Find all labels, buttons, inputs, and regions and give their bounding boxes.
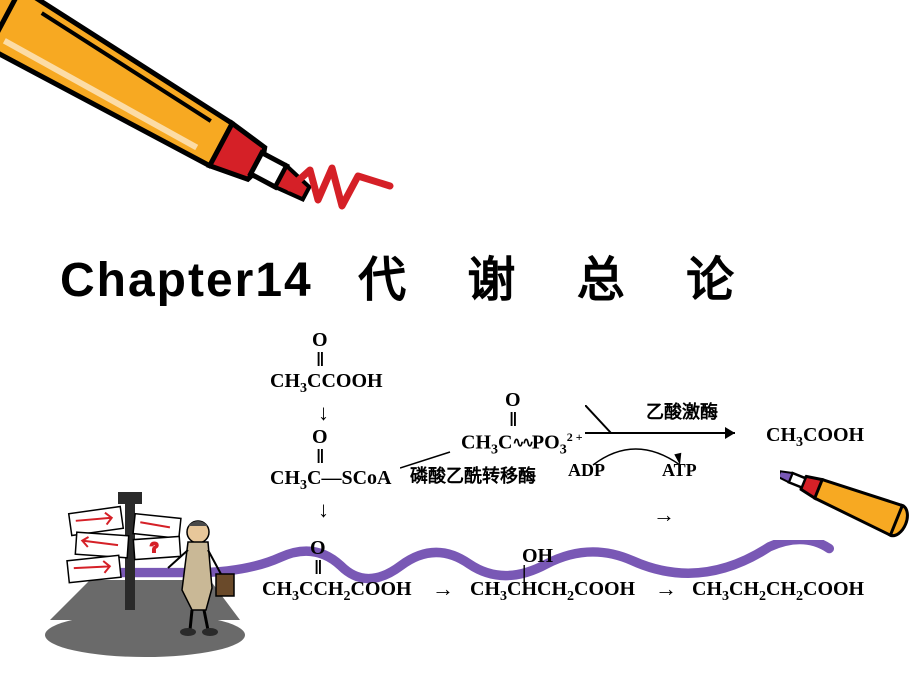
compound1-oxygen: O ‖ bbox=[312, 330, 328, 370]
big-marker-icon bbox=[0, 0, 400, 250]
compound4-oxygen: O ‖ bbox=[310, 538, 326, 578]
compound5: CH3CHCH2COOH bbox=[470, 578, 635, 605]
atp-label: ATP bbox=[662, 460, 697, 481]
compound1: CH3CCOOH bbox=[270, 370, 383, 397]
arrow-down-2: ↓ bbox=[318, 497, 329, 523]
compound3: CH3C∿∿PO32 + bbox=[461, 430, 583, 459]
product1: CH3COOH bbox=[766, 424, 864, 451]
adp-label: ADP bbox=[568, 460, 605, 481]
compound6: CH3CH2CH2COOH bbox=[692, 578, 864, 605]
compound2: CH3C—SCoA bbox=[270, 467, 391, 494]
small-marker-icon bbox=[780, 462, 920, 552]
signpost-person-icon: ? bbox=[40, 480, 260, 660]
enzyme2-arrow bbox=[400, 448, 460, 472]
title-chinese: 代 谢 总 论 bbox=[358, 254, 758, 307]
arrow-right-2: → bbox=[432, 576, 454, 602]
enzyme1-label: 乙酸激酶 bbox=[646, 398, 718, 424]
title-chapter: Chapter14 bbox=[60, 254, 313, 307]
compound4: CH3CCH2COOH bbox=[262, 578, 412, 605]
compound2-oxygen: O ‖ bbox=[312, 427, 328, 467]
arrow-small-right: → bbox=[653, 502, 675, 528]
arrow-right-3: → bbox=[655, 576, 677, 602]
arrow-down-1: ↓ bbox=[318, 400, 329, 426]
slide-title: Chapter14 代 谢 总 论 bbox=[60, 240, 758, 310]
svg-text:?: ? bbox=[150, 539, 159, 555]
compound3-oxygen: O ‖ bbox=[505, 390, 521, 430]
